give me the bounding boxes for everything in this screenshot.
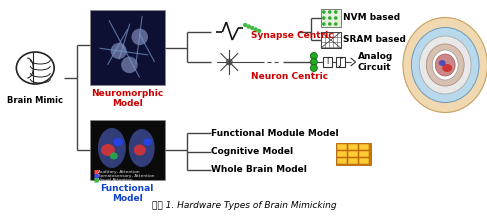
Circle shape bbox=[250, 26, 254, 30]
Circle shape bbox=[322, 16, 326, 20]
Text: Functional
Model: Functional Model bbox=[101, 184, 154, 203]
Bar bbox=[90, 120, 165, 180]
Bar bbox=[321, 32, 341, 48]
Ellipse shape bbox=[412, 27, 479, 103]
Circle shape bbox=[121, 57, 138, 73]
Ellipse shape bbox=[110, 152, 118, 159]
Ellipse shape bbox=[403, 17, 487, 113]
Text: Synapse Centric: Synapse Centric bbox=[251, 30, 334, 40]
Bar bbox=[337, 144, 347, 150]
Ellipse shape bbox=[419, 36, 471, 94]
Text: Whole Brain Model: Whole Brain Model bbox=[211, 165, 307, 175]
Bar bbox=[336, 57, 345, 67]
Bar bbox=[337, 158, 347, 164]
Circle shape bbox=[111, 43, 127, 59]
Bar bbox=[358, 158, 369, 164]
Text: Analog
Circuit: Analog Circuit bbox=[357, 52, 393, 72]
Circle shape bbox=[257, 29, 262, 33]
Text: ■: ■ bbox=[94, 170, 99, 175]
Text: Cognitive Model: Cognitive Model bbox=[211, 148, 294, 157]
Ellipse shape bbox=[98, 128, 126, 168]
Text: Brain Mimic: Brain Mimic bbox=[7, 96, 63, 105]
Circle shape bbox=[328, 22, 332, 26]
Circle shape bbox=[322, 22, 326, 26]
Circle shape bbox=[310, 65, 318, 71]
Circle shape bbox=[334, 16, 337, 20]
Ellipse shape bbox=[426, 44, 464, 86]
Bar bbox=[348, 158, 357, 164]
Ellipse shape bbox=[129, 129, 155, 167]
Text: ■: ■ bbox=[94, 173, 99, 178]
Circle shape bbox=[131, 29, 148, 45]
Bar bbox=[336, 143, 371, 165]
Bar bbox=[321, 9, 341, 27]
Circle shape bbox=[322, 10, 326, 14]
Circle shape bbox=[243, 23, 247, 27]
Ellipse shape bbox=[435, 54, 455, 76]
Ellipse shape bbox=[442, 64, 452, 72]
Bar bbox=[323, 57, 332, 67]
Text: ∫: ∫ bbox=[337, 57, 343, 67]
Text: Visual Attention: Visual Attention bbox=[98, 178, 132, 182]
Ellipse shape bbox=[143, 138, 152, 146]
Text: I: I bbox=[326, 57, 328, 67]
Circle shape bbox=[334, 10, 337, 14]
Circle shape bbox=[226, 59, 232, 65]
Circle shape bbox=[310, 52, 318, 59]
Bar bbox=[358, 144, 369, 150]
Ellipse shape bbox=[134, 145, 146, 156]
Circle shape bbox=[246, 24, 251, 29]
Circle shape bbox=[328, 10, 332, 14]
Text: ■: ■ bbox=[94, 178, 99, 183]
Bar bbox=[337, 151, 347, 157]
Text: Somatosensory, Attention: Somatosensory, Attention bbox=[98, 174, 154, 178]
Ellipse shape bbox=[101, 144, 115, 156]
Text: SRAM based: SRAM based bbox=[343, 35, 406, 44]
Text: Auditory, Attention: Auditory, Attention bbox=[98, 170, 140, 174]
Circle shape bbox=[328, 16, 332, 20]
Text: NVM based: NVM based bbox=[343, 13, 400, 22]
Ellipse shape bbox=[439, 60, 446, 66]
Text: Neuron Centric: Neuron Centric bbox=[251, 72, 328, 81]
Circle shape bbox=[334, 22, 337, 26]
Bar bbox=[90, 10, 165, 85]
Circle shape bbox=[253, 27, 258, 32]
Bar bbox=[348, 151, 357, 157]
Text: Neuromorphic
Model: Neuromorphic Model bbox=[91, 89, 164, 108]
Ellipse shape bbox=[113, 138, 123, 146]
Bar bbox=[358, 151, 369, 157]
Bar bbox=[348, 144, 357, 150]
Circle shape bbox=[310, 59, 318, 65]
Text: Functional Module Model: Functional Module Model bbox=[211, 129, 339, 138]
Ellipse shape bbox=[432, 50, 458, 80]
Text: 그림 1. Hardware Types of Brain Mimicking: 그림 1. Hardware Types of Brain Mimicking bbox=[152, 201, 337, 210]
